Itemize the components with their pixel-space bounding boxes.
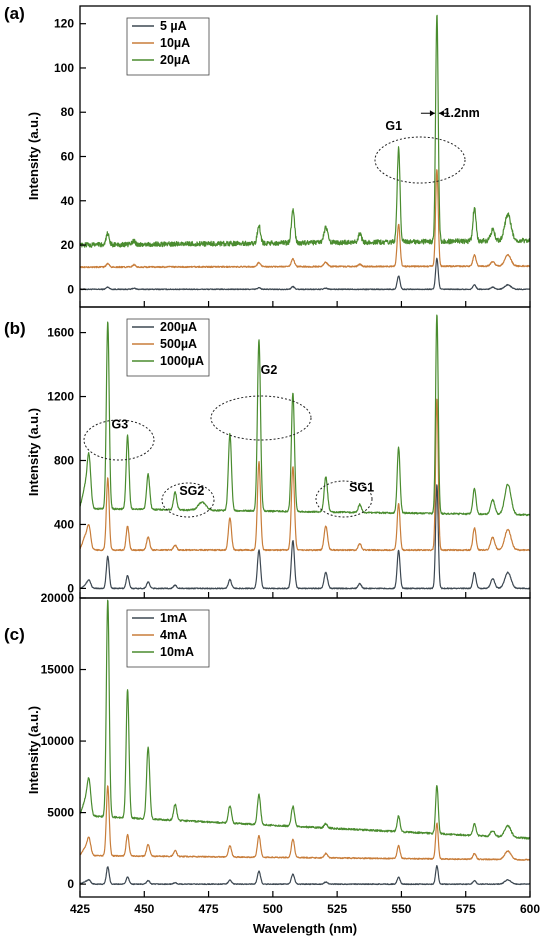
x-tick-label: 600 (520, 902, 540, 916)
arrow-head (429, 110, 435, 117)
legend-box (126, 318, 210, 377)
y-tick-label: 400 (54, 517, 74, 531)
width-label: 1.2nm (444, 106, 480, 120)
legend-entry: 1mA (160, 611, 187, 625)
group-label: SG1 (349, 481, 374, 495)
panel-label: (b) (4, 319, 26, 338)
x-tick-label: 475 (199, 902, 219, 916)
x-tick-label: 425 (70, 902, 90, 916)
legend: 1mA 4mA 10mA (126, 609, 210, 668)
legend-entry: 10µA (160, 36, 190, 50)
panel-label: (a) (4, 4, 25, 23)
annotation: 1.2nm (420, 106, 480, 120)
y-tick-label: 100 (54, 61, 74, 75)
annotation: SG2 (161, 482, 215, 518)
legend-entry: 10mA (160, 645, 194, 659)
legend-box (126, 609, 210, 668)
y-axis-title: Intensity (a.u.) (26, 706, 41, 794)
series-line-3-3 (79, 599, 531, 840)
series-line-2-1 (79, 484, 531, 590)
group-label: SG2 (179, 484, 204, 498)
arrow-head (438, 110, 444, 117)
series-line-2-2 (79, 398, 531, 552)
y-tick-label: 20000 (41, 591, 75, 605)
annotation: G1 (374, 119, 466, 184)
y-tick-label: 800 (54, 453, 74, 467)
y-tick-label: 5000 (47, 806, 74, 820)
y-tick-label: 0 (67, 282, 74, 296)
y-tick-label: 80 (61, 105, 75, 119)
series-line-1-2 (79, 169, 531, 269)
y-tick-label: 0 (67, 581, 74, 595)
group-ellipse (315, 480, 373, 518)
legend-entry: 200µA (160, 320, 197, 334)
series-line-3-2 (79, 785, 531, 861)
legend-box (126, 17, 210, 76)
series-line-1-1 (79, 257, 531, 291)
x-tick-label: 575 (456, 902, 476, 916)
group-ellipse (83, 419, 155, 461)
group-label: G3 (112, 418, 129, 432)
annotation: G2 (210, 363, 312, 441)
plot-frame (79, 597, 531, 898)
group-label: G2 (261, 363, 278, 377)
group-label: G1 (385, 119, 402, 133)
series-line-1-3 (79, 14, 531, 248)
legend-entry: 5 µA (160, 19, 187, 33)
panel-2: (b) Intensity (a.u.) 0 400 800 1200 1600 200µA 5… (4, 306, 531, 599)
group-ellipse (374, 136, 466, 184)
y-tick-label: 40 (61, 194, 75, 208)
series-line-3-1 (79, 864, 531, 886)
legend: 200µA 500µA 1000µA (126, 318, 210, 377)
x-tick-label: 500 (263, 902, 283, 916)
group-ellipse (210, 395, 312, 441)
y-tick-label: 120 (54, 17, 74, 31)
legend-entry: 20µA (160, 53, 190, 67)
y-tick-label: 0 (67, 877, 74, 891)
y-tick-label: 15000 (41, 663, 75, 677)
annotation: G3 (83, 418, 155, 461)
y-axis-title: Intensity (a.u.) (26, 408, 41, 496)
legend: 5 µA 10µA 20µA (126, 17, 210, 76)
panel-1: (a) Intensity (a.u.) 0 20 40 60 80 100 120 5 µA 10… (4, 4, 531, 308)
panel-3: (c) Intensity (a.u.) 0 5000 10000 15000 20000 4… (4, 591, 540, 936)
x-axis-title: Wavelength (nm) (253, 921, 357, 936)
legend-entry: 500µA (160, 337, 197, 351)
y-tick-label: 1200 (47, 390, 74, 404)
panel-label: (c) (4, 625, 25, 644)
y-tick-label: 60 (61, 150, 75, 164)
x-tick-label: 450 (134, 902, 154, 916)
x-tick-label: 525 (327, 902, 347, 916)
series-line-2-3 (79, 314, 531, 517)
legend-entry: 4mA (160, 628, 187, 642)
y-tick-label: 1600 (47, 326, 74, 340)
x-tick-label: 550 (391, 902, 411, 916)
group-ellipse (161, 482, 215, 518)
y-tick-label: 20 (61, 238, 75, 252)
y-tick-label: 10000 (41, 734, 75, 748)
annotation: SG1 (315, 480, 374, 518)
y-axis-title: Intensity (a.u.) (26, 112, 41, 200)
legend-entry: 1000µA (160, 354, 204, 368)
